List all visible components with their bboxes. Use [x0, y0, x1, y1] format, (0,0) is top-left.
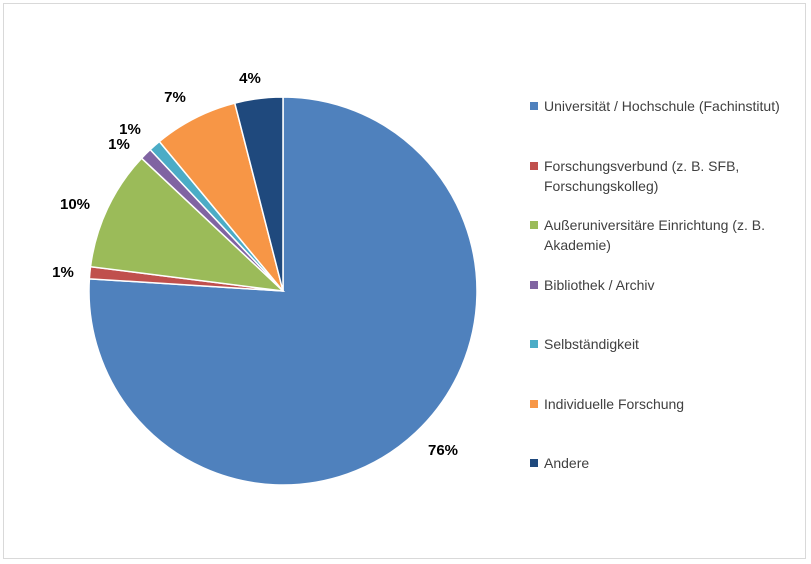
- pie-slice: [88, 96, 478, 486]
- legend-item-universitaet: Universität / Hochschule (Fachinstitut): [530, 96, 796, 116]
- legend-swatch-icon: [530, 281, 538, 289]
- legend-swatch-icon: [530, 221, 538, 229]
- data-label: 1%: [52, 264, 74, 281]
- pie-slice: [233, 96, 284, 292]
- data-label: 10%: [60, 196, 90, 213]
- pie-chart: 76%1%10%1%1%7%4%: [52, 70, 478, 486]
- chart-area: 76% 1% 10% 1% 1% 7% 4% Universität / Hochschul…: [3, 3, 806, 559]
- data-label: 7%: [164, 89, 186, 106]
- data-label: 4%: [239, 70, 261, 87]
- legend-label: Forschungsverbund (z. B. SFB, Forschungs…: [544, 158, 740, 194]
- legend-swatch-icon: [530, 400, 538, 408]
- legend-label: Bibliothek / Archiv: [544, 277, 655, 293]
- data-label: 76%: [428, 442, 458, 459]
- data-label: 1%: [119, 121, 141, 138]
- legend-swatch-icon: [530, 459, 538, 467]
- legend-label: Selbständigkeit: [544, 336, 639, 352]
- legend-label: Außeruniversitäre Einrichtung (z. B. Aka…: [544, 217, 765, 253]
- pie-slice: [89, 157, 286, 293]
- legend-swatch-icon: [530, 102, 538, 110]
- legend-item-forschungsverbund: Forschungsverbund (z. B. SFB, Forschungs…: [530, 156, 796, 196]
- data-label: 1%: [108, 136, 130, 153]
- legend-item-andere: Andere: [530, 453, 796, 473]
- legend-label: Universität / Hochschule (Fachinstitut): [544, 98, 780, 114]
- legend-swatch-icon: [530, 162, 538, 170]
- legend-item-bibliothek: Bibliothek / Archiv: [530, 275, 796, 295]
- legend-label: Individuelle Forschung: [544, 396, 685, 412]
- legend-swatch-icon: [530, 340, 538, 348]
- legend-item-ausseruniversitaer: Außeruniversitäre Einrichtung (z. B. Aka…: [530, 215, 796, 255]
- legend-item-selbstaendigkeit: Selbständigkeit: [530, 334, 796, 354]
- legend-label: Andere: [544, 455, 590, 471]
- legend-item-individuelle-forschung: Individuelle Forschung: [530, 394, 796, 414]
